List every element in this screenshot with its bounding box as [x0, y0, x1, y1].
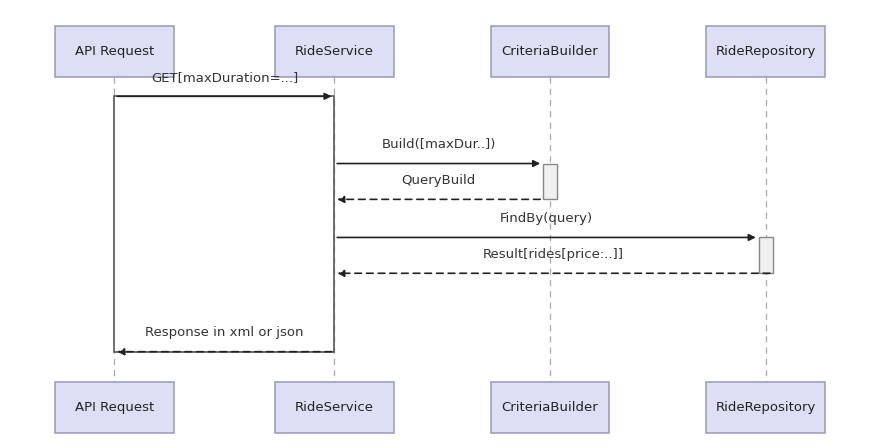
Text: Result[rides[price:..]]: Result[rides[price:..]]: [483, 248, 624, 261]
FancyBboxPatch shape: [55, 382, 174, 434]
Text: CriteriaBuilder: CriteriaBuilder: [502, 45, 598, 58]
Text: CriteriaBuilder: CriteriaBuilder: [502, 401, 598, 414]
Text: Response in xml or json: Response in xml or json: [145, 326, 304, 339]
FancyBboxPatch shape: [55, 26, 174, 77]
FancyBboxPatch shape: [759, 237, 773, 273]
FancyBboxPatch shape: [706, 26, 825, 77]
FancyBboxPatch shape: [706, 382, 825, 434]
Text: Build([maxDur..]): Build([maxDur..]): [382, 138, 495, 151]
FancyBboxPatch shape: [491, 382, 610, 434]
Text: API Request: API Request: [75, 401, 154, 414]
FancyBboxPatch shape: [491, 26, 610, 77]
Text: RideRepository: RideRepository: [715, 45, 816, 58]
Text: GET[maxDuration=...]: GET[maxDuration=...]: [150, 71, 298, 84]
FancyBboxPatch shape: [114, 96, 334, 352]
FancyBboxPatch shape: [275, 382, 394, 434]
Text: RideService: RideService: [295, 401, 374, 414]
Text: QueryBuild: QueryBuild: [401, 174, 476, 187]
FancyBboxPatch shape: [275, 26, 394, 77]
FancyBboxPatch shape: [543, 164, 557, 199]
Text: RideService: RideService: [295, 45, 374, 58]
Text: RideRepository: RideRepository: [715, 401, 816, 414]
Text: FindBy(query): FindBy(query): [500, 212, 593, 225]
Text: API Request: API Request: [75, 45, 154, 58]
